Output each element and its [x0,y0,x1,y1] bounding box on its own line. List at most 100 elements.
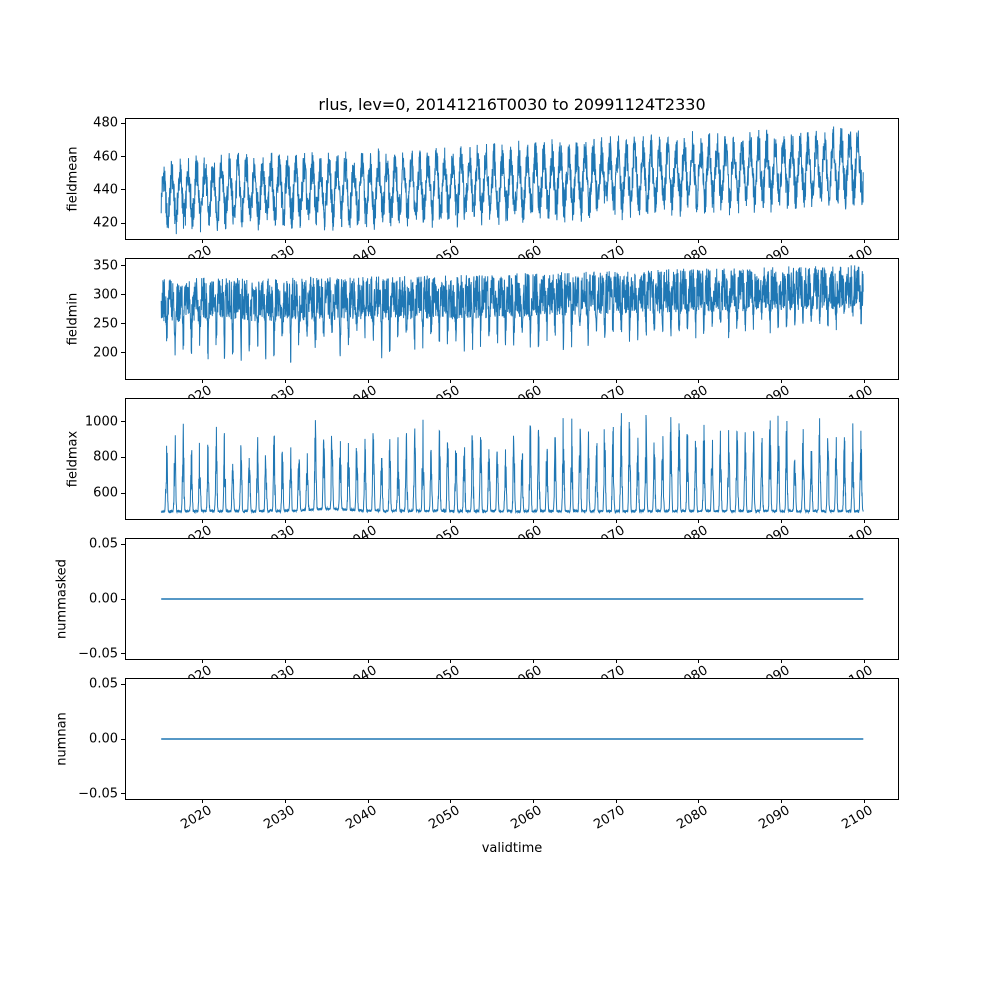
x-tick-mark [450,519,452,523]
x-tick-mark [863,239,865,243]
x-tick-mark [615,799,617,803]
subplot-fieldmean: fieldmean 420440460480202020302040205020… [66,116,899,273]
x-tick-mark [202,239,204,243]
y-tick-label-nummasked: 0.00 [89,591,118,607]
x-tick-mark [450,379,452,383]
x-tick-label-2060: 2060 [508,803,545,833]
y-tick-mark [121,598,126,600]
x-tick-mark [780,799,782,803]
y-tick-label-numnan: 0.05 [89,676,118,692]
y-tick-label-numnan: 0.00 [89,731,118,747]
x-tick-mark [202,659,204,663]
y-tick-label-fieldmin: 350 [93,258,118,274]
y-tick-label-fieldmin: 300 [93,287,118,303]
x-tick-mark [202,799,204,803]
chart-title: rlus, lev=0, 20141216T0030 to 20991124T2… [318,95,706,114]
x-tick-mark [450,659,452,663]
x-tick-mark [698,519,700,523]
y-tick-mark [121,543,126,545]
x-tick-mark [367,799,369,803]
x-tick-mark [698,659,700,663]
x-tick-mark [615,239,617,243]
y-tick-label-fieldmean: 420 [93,215,118,231]
y-tick-label-fieldmax: 800 [93,449,118,465]
x-tick-mark [285,239,287,243]
x-tick-label-2080: 2080 [674,803,711,833]
plot-area-nummasked [161,598,864,600]
x-tick-mark [780,519,782,523]
x-tick-label-2050: 2050 [426,803,463,833]
y-tick-mark [121,492,126,494]
x-tick-mark [780,659,782,663]
x-tick-mark [285,659,287,663]
y-tick-mark [121,122,126,124]
x-tick-label-2100: 2100 [839,803,876,833]
subplot-fieldmin: fieldmin 2002503003502020203020402050206… [66,258,899,413]
x-tick-mark [202,379,204,383]
y-tick-mark [121,294,126,296]
y-tick-mark [121,683,126,685]
x-tick-mark [532,379,534,383]
y-tick-mark [121,222,126,224]
y-tick-label-fieldmean: 440 [93,182,118,198]
y-tick-label-nummasked: 0.05 [89,536,118,552]
x-tick-mark [367,379,369,383]
y-tick-mark [121,323,126,325]
x-tick-mark [367,239,369,243]
x-tick-mark [532,519,534,523]
y-tick-label-fieldmax: 1000 [84,414,118,430]
y-tick-mark [121,265,126,267]
series-fieldmean [160,126,864,235]
y-tick-mark [121,156,126,157]
x-tick-mark [450,799,452,803]
plot-area-fieldmax [160,413,864,515]
y-tick-mark [121,793,126,795]
y-tick-label-fieldmax: 600 [93,485,118,501]
plot-area-fieldmin [160,265,864,363]
x-tick-label-2070: 2070 [591,803,628,833]
x-tick-mark [532,659,534,663]
x-tick-mark [367,659,369,663]
x-tick-mark [615,519,617,523]
x-tick-mark [202,519,204,523]
subplot-fieldmax: fieldmax 6008001000202020302040205020602… [66,398,899,553]
x-tick-mark [863,799,865,803]
x-tick-mark [367,519,369,523]
x-tick-mark [532,799,534,803]
x-tick-label-2030: 2030 [260,803,298,833]
x-tick-mark [863,659,865,663]
y-tick-label-fieldmin: 200 [93,345,118,361]
subplot-numnan: numnan 0.05 0.00 −0.05 2020 2030 2040 2050 2060… [55,677,899,833]
x-tick-label-2040: 2040 [343,803,380,833]
x-tick-mark [450,239,452,243]
y-tick-mark [121,352,126,354]
x-tick-mark [285,379,287,383]
y-tick-mark [121,189,126,191]
y-tick-label-fieldmean: 460 [93,149,118,164]
y-tick-label-fieldmean: 480 [93,115,118,131]
y-tick-mark [121,421,126,423]
x-tick-mark [615,659,617,663]
x-tick-label-2090: 2090 [756,803,793,833]
series-fieldmin [160,265,864,363]
x-tick-mark [698,239,700,243]
x-tick-mark [532,239,534,243]
plot-area-numnan [161,738,864,740]
x-tick-label-2020: 2020 [178,803,215,833]
x-tick-mark [285,799,287,803]
y-tick-mark [121,653,126,655]
y-tick-label-numnan: −0.05 [78,786,118,802]
subplot-nummasked: nummasked 0.050.00−0.0520202030204020502… [55,537,899,693]
x-tick-mark [863,379,865,383]
y-tick-mark [121,738,126,740]
series-fieldmax [160,413,864,515]
x-tick-mark [780,379,782,383]
x-axis-title: validtime [481,841,543,856]
plot-area-fieldmean [160,126,864,235]
x-tick-mark [615,379,617,383]
y-tick-mark [121,456,126,458]
y-tick-label-nummasked: −0.05 [78,646,118,662]
x-tick-mark [863,519,865,523]
x-tick-mark [698,799,700,803]
